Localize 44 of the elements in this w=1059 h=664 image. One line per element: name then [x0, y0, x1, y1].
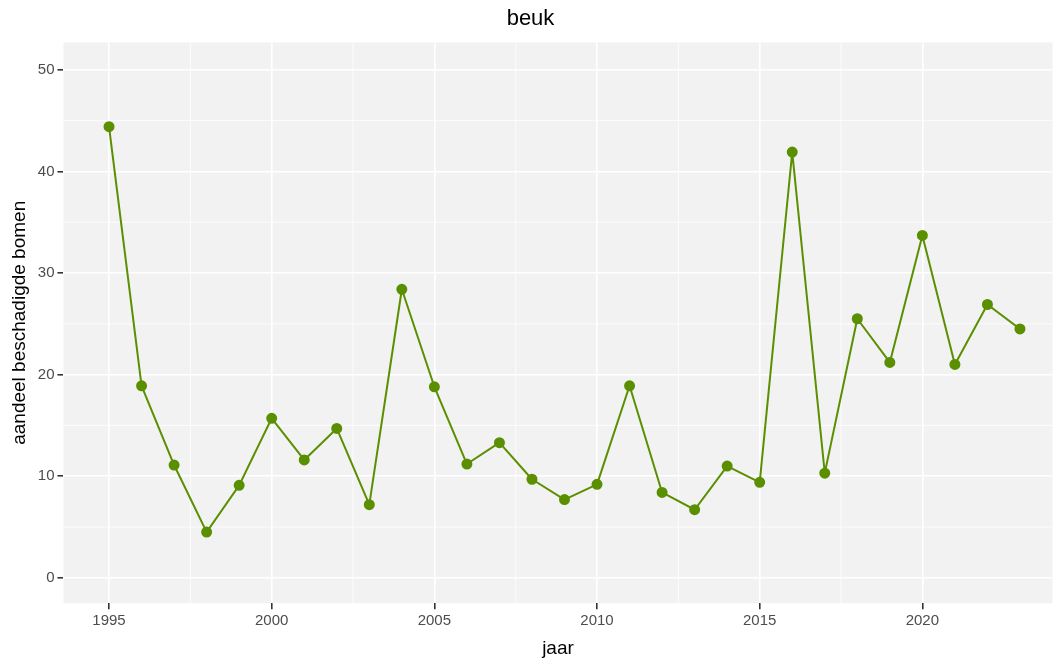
x-tick-label: 2000: [255, 611, 289, 629]
y-axis-title: aandeel beschadigde bomen: [7, 200, 29, 445]
point: [428, 381, 440, 393]
point: [754, 476, 766, 488]
chart-title: beuk: [506, 5, 556, 31]
y-tick-label: 0: [46, 567, 55, 585]
point: [168, 459, 180, 471]
point: [103, 121, 115, 133]
point: [298, 454, 310, 466]
point: [266, 412, 278, 424]
x-tick-label: 2010: [580, 611, 614, 629]
point: [689, 504, 701, 516]
point: [819, 467, 831, 479]
point: [233, 479, 245, 491]
point: [981, 299, 993, 311]
y-tick-label: 20: [37, 364, 55, 382]
point: [461, 458, 473, 470]
point: [331, 422, 343, 434]
point: [201, 526, 213, 538]
x-tick-label: 2020: [905, 611, 940, 629]
point: [656, 486, 668, 498]
y-tick-label: 40: [37, 161, 55, 179]
point: [851, 313, 863, 325]
y-tick-label: 50: [37, 59, 55, 77]
point: [1014, 323, 1026, 335]
point: [396, 283, 408, 295]
x-tick-label: 2005: [417, 611, 452, 629]
point: [136, 380, 148, 392]
point: [363, 499, 375, 511]
point: [721, 460, 733, 472]
point: [786, 146, 798, 158]
point: [559, 494, 570, 506]
x-axis-title: jaar: [541, 636, 575, 658]
y-tick-label: 10: [37, 466, 55, 484]
x-tick-label: 2015: [743, 611, 777, 629]
point: [624, 380, 636, 392]
point: [526, 473, 538, 485]
x-tick-label: 1995: [92, 611, 126, 629]
point: [949, 358, 961, 370]
point: [916, 229, 928, 241]
point: [493, 437, 505, 449]
y-tick-label: 30: [37, 263, 55, 281]
point: [884, 356, 896, 368]
point: [591, 478, 603, 490]
